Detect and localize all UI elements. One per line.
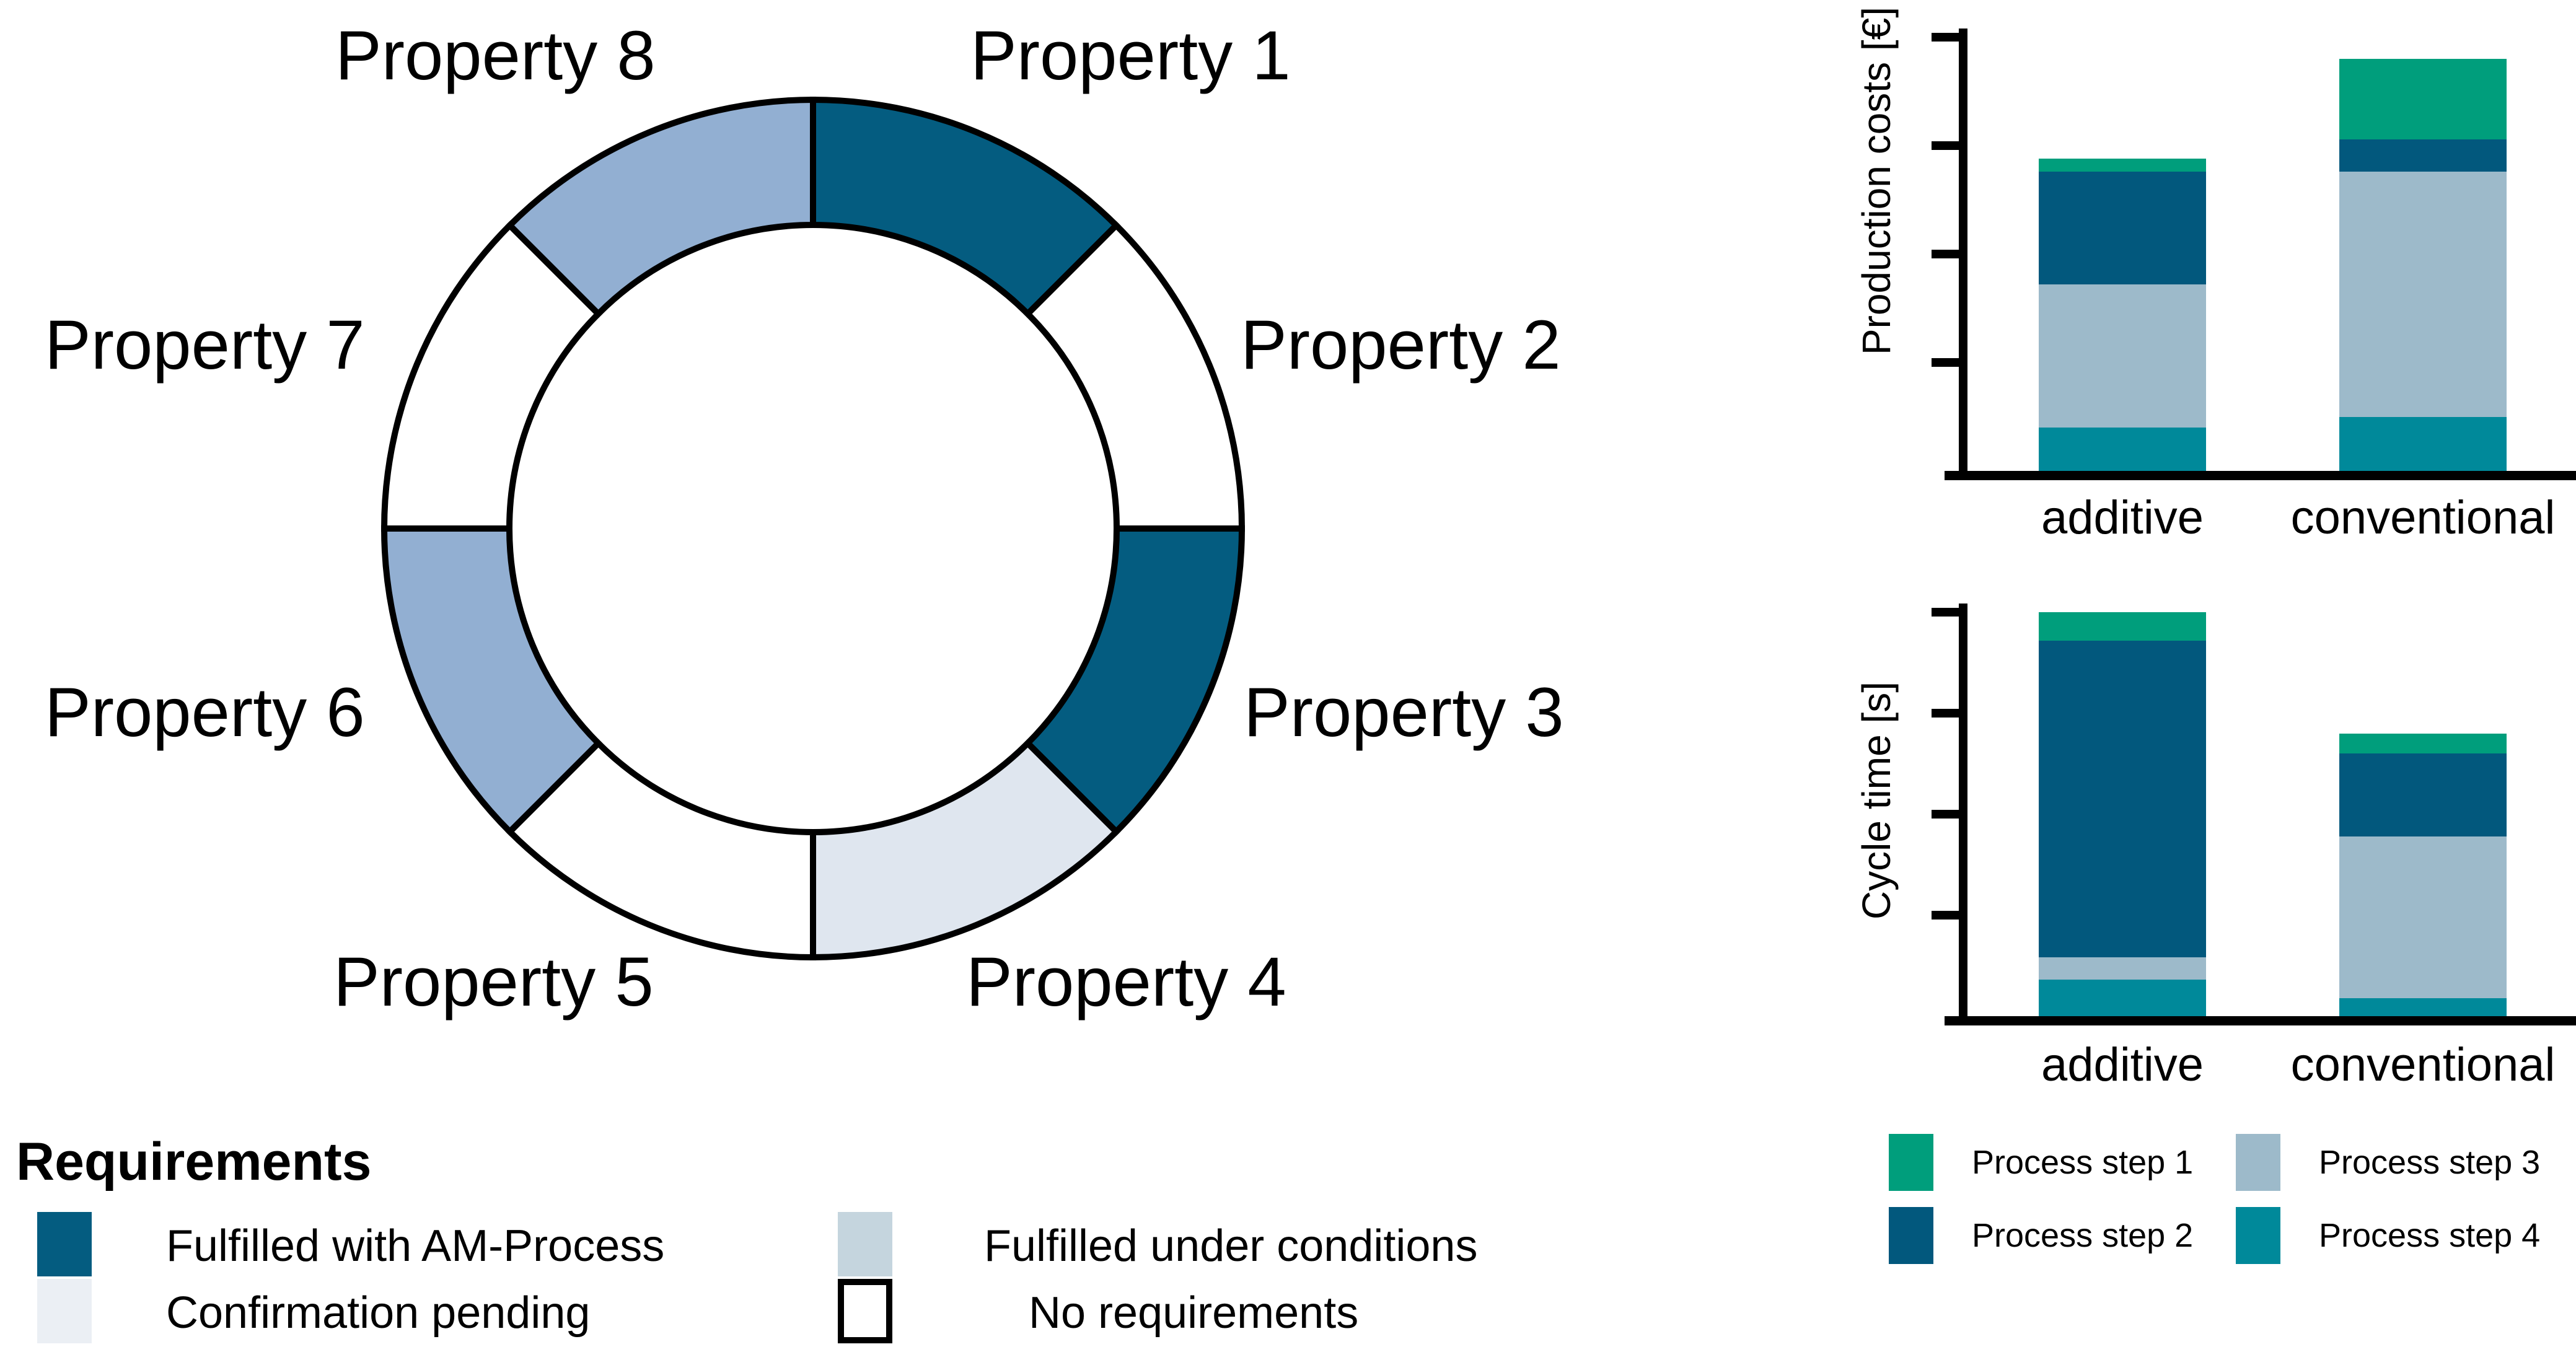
donut-label-property-8: Property 8 (335, 17, 656, 94)
production-category-conventional: conventional (2290, 491, 2556, 544)
donut-label-property-4: Property 4 (966, 943, 1286, 1021)
cycle-category-conventional: conventional (2290, 1038, 2556, 1091)
cycle-time-chart-y-tick-4 (1932, 911, 1959, 920)
production-costs-chart-bar-conventional-segment-step-1 (2339, 59, 2507, 139)
legend-label-conditions: Fulfilled under conditions (984, 1221, 1478, 1271)
cycle-time-chart-bar-additive-segment-step-3 (2039, 957, 2206, 980)
donut-label-property-7: Property 7 (45, 306, 365, 384)
cycle-category-additive: additive (2041, 1038, 2204, 1091)
production-costs-chart-y-tick-4 (1932, 358, 1959, 367)
cycle-time-axis-label: Cycle time [s] (1854, 681, 1899, 920)
cycle-time-chart-y-tick-2 (1932, 709, 1959, 718)
legend-swatch-no-requirements (838, 1279, 892, 1343)
process-legend-swatch-step-4 (2236, 1207, 2280, 1264)
production-costs-chart-y-tick-3 (1932, 250, 1959, 258)
production-costs-chart-bar-additive-segment-step-2 (2039, 172, 2206, 284)
cycle-time-chart-bar-conventional (2339, 733, 2507, 1016)
cycle-time-chart-bar-conventional-segment-step-2 (2339, 753, 2507, 836)
donut-segment-property-8 (505, 96, 816, 318)
legend-swatch-pending (37, 1279, 92, 1343)
production-costs-chart-x-axis (1945, 471, 2576, 480)
legend-swatch-conditions (838, 1212, 892, 1276)
cycle-time-chart-bar-additive (2039, 612, 2206, 1016)
cycle-time-chart-bar-additive-segment-step-4 (2039, 980, 2206, 1016)
cycle-time-chart-bar-additive-segment-step-2 (2039, 640, 2206, 958)
process-legend-label-step-2: Process step 2 (1972, 1217, 2194, 1254)
production-costs-chart-y-axis (1959, 29, 1967, 480)
production-category-additive: additive (2041, 491, 2204, 544)
process-legend-swatch-step-2 (1889, 1207, 1933, 1264)
legend-label-no-requirements: No requirements (1029, 1288, 1359, 1338)
production-costs-chart-bar-additive-segment-step-4 (2039, 428, 2206, 471)
process-legend-label-step-3: Process step 3 (2319, 1144, 2541, 1181)
legend-label-pending: Confirmation pending (166, 1288, 591, 1338)
production-costs-chart-bar-additive (2039, 159, 2206, 471)
process-legend-swatch-step-1 (1889, 1134, 1933, 1191)
cycle-time-chart-y-tick-1 (1932, 608, 1959, 617)
cycle-time-chart-bar-conventional-segment-step-1 (2339, 733, 2507, 754)
production-costs-chart-bar-additive-segment-step-1 (2039, 159, 2206, 172)
cycle-time-chart-bar-additive-segment-step-1 (2039, 612, 2206, 641)
process-legend-label-step-1: Process step 1 (1972, 1144, 2194, 1181)
process-legend-swatch-step-3 (2236, 1134, 2280, 1191)
production-costs-chart-y-tick-2 (1932, 141, 1959, 150)
production-costs-chart-bar-conventional-segment-step-4 (2339, 416, 2507, 471)
donut-label-property-3: Property 3 (1244, 674, 1564, 751)
production-costs-chart-bar-conventional-segment-step-3 (2339, 172, 2507, 417)
process-legend-label-step-4: Process step 4 (2319, 1217, 2541, 1254)
production-costs-chart-bar-additive-segment-step-3 (2039, 284, 2206, 428)
cycle-time-chart-y-axis (1959, 604, 1967, 1025)
cycle-time-chart-y-tick-3 (1932, 810, 1959, 819)
legend-label-fulfilled: Fulfilled with AM-Process (166, 1221, 665, 1271)
cycle-time-chart-bar-conventional-segment-step-4 (2339, 998, 2507, 1016)
donut-label-property-2: Property 2 (1241, 306, 1561, 384)
cycle-time-chart-bar-conventional-segment-step-3 (2339, 836, 2507, 998)
donut-label-property-5: Property 5 (333, 943, 654, 1021)
cycle-time-chart-x-axis (1945, 1016, 2576, 1025)
production-costs-chart-y-tick-1 (1932, 33, 1959, 42)
production-costs-axis-label: Production costs [€] (1854, 6, 1899, 356)
donut-label-property-1: Property 1 (970, 17, 1291, 94)
requirements-legend-title: Requirements (16, 1132, 372, 1192)
legend-swatch-fulfilled (37, 1212, 92, 1276)
donut-label-property-6: Property 6 (45, 674, 365, 751)
production-costs-chart-bar-conventional-segment-step-2 (2339, 139, 2507, 172)
production-costs-chart-bar-conventional (2339, 59, 2507, 471)
